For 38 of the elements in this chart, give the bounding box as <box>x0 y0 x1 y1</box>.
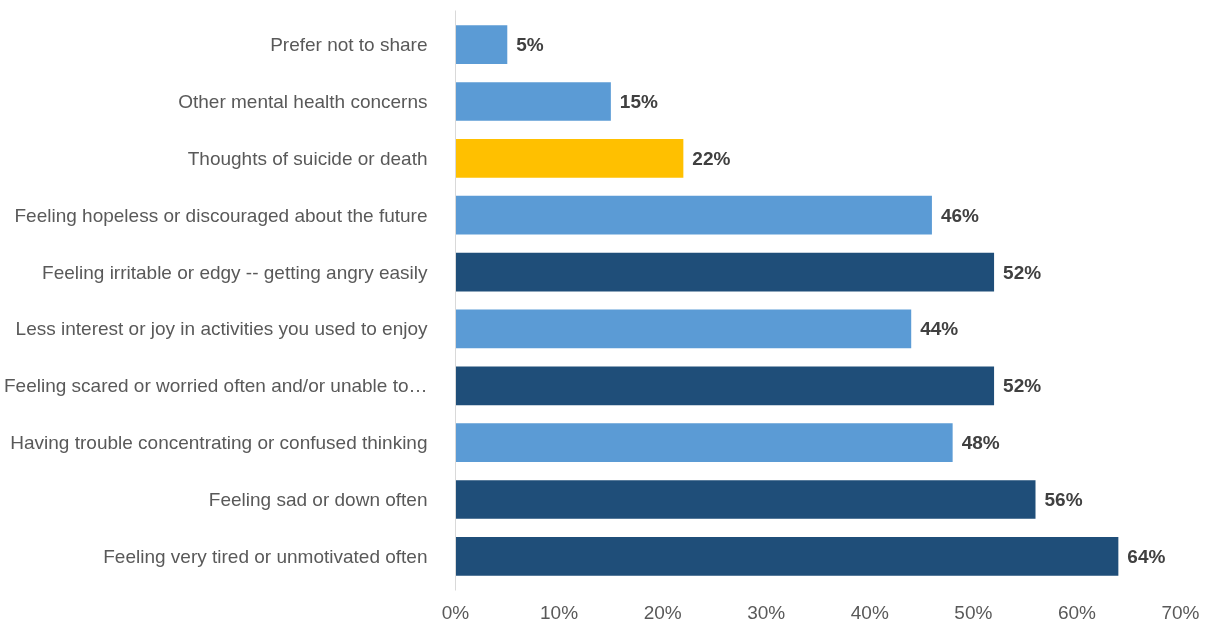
x-tick-label: 40% <box>850 601 889 623</box>
x-tick-label: 50% <box>954 601 993 623</box>
data-label: 56% <box>1044 489 1083 511</box>
data-label: 44% <box>920 318 959 340</box>
bar <box>455 252 995 292</box>
x-tick-label: 70% <box>1161 601 1200 623</box>
data-label: 46% <box>940 204 980 226</box>
x-tick-label: 30% <box>747 601 786 623</box>
x-tick-label: 0% <box>441 601 470 623</box>
bar <box>455 366 995 406</box>
x-tick-label: 20% <box>643 601 682 623</box>
x-tick-label: 60% <box>1057 601 1097 623</box>
y-tick-label: Feeling sad or down often <box>208 489 428 511</box>
y-tick-label: Prefer not to share <box>270 34 428 56</box>
data-label: 15% <box>619 90 658 112</box>
y-tick-label: Feeling irritable or edgy -- getting angry easily <box>42 261 428 283</box>
bar <box>455 195 932 235</box>
y-tick-label: Feeling scared or worried often and/or unable to… <box>3 375 428 397</box>
data-label: 5% <box>516 34 544 56</box>
data-label: 22% <box>692 147 731 169</box>
y-tick-label: Feeling hopeless or discouraged about the future <box>14 204 428 226</box>
y-tick-label: Feeling very tired or unmotivated often <box>103 545 428 567</box>
bar <box>455 480 1036 519</box>
data-label: 52% <box>1003 261 1042 283</box>
bar <box>455 537 1119 576</box>
y-tick-label: Less interest or joy in activities you used to enjoy <box>15 318 428 340</box>
bar <box>455 423 953 462</box>
data-label: 48% <box>961 432 1000 454</box>
y-tick-label: Other mental health concerns <box>178 90 428 112</box>
x-tick-label: 10% <box>540 601 579 623</box>
bar <box>455 25 508 64</box>
y-tick-label: Having trouble concentrating or confused thinking <box>10 432 428 454</box>
data-label: 64% <box>1127 545 1166 567</box>
bar <box>455 139 684 178</box>
bar <box>455 82 611 121</box>
data-label: 52% <box>1003 375 1042 397</box>
y-tick-label: Thoughts of suicide or death <box>187 147 428 169</box>
bar <box>455 309 912 349</box>
